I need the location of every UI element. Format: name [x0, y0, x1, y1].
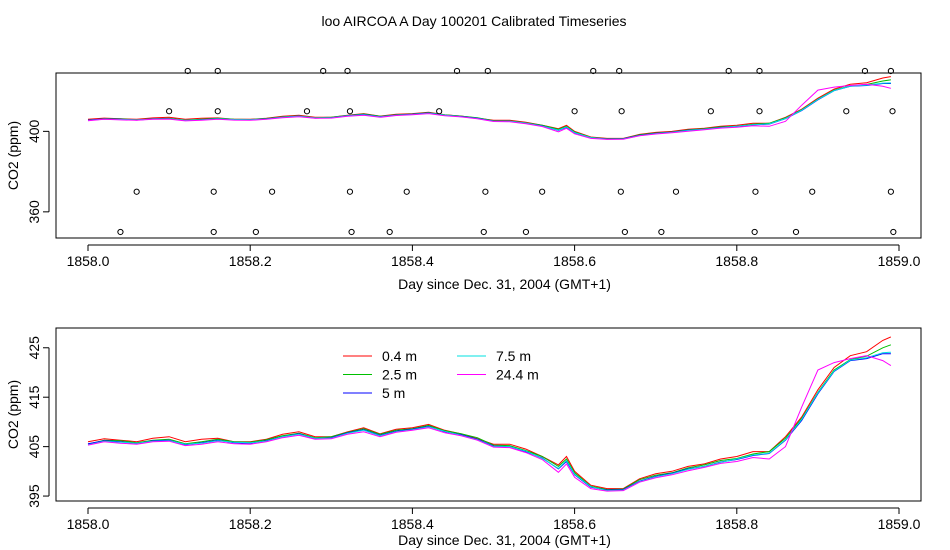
top-panel: 1858.0 1858.2 1858.4 1858.6 1858.8 1859.0 Day …	[5, 67, 922, 292]
marker-point	[843, 108, 850, 115]
x-axis-label: Day since Dec. 31, 2004 (GMT+1)	[398, 532, 611, 548]
marker-point	[252, 228, 259, 236]
marker-point	[887, 67, 894, 75]
y-tick-label: 425	[26, 336, 42, 360]
marker-point	[117, 228, 124, 236]
marker-point	[809, 188, 816, 195]
marker-point	[482, 188, 489, 195]
marker-point	[320, 67, 327, 75]
legend-label: 2.5 m	[382, 367, 417, 383]
x-tick-label: 1858.6	[553, 516, 596, 532]
marker-point	[751, 228, 758, 236]
x-tick-label: 1858.6	[553, 253, 596, 269]
x-tick-label: 1858.4	[391, 253, 434, 269]
x-tick-label: 1859.0	[878, 253, 921, 269]
marker-point	[436, 108, 443, 115]
marker-point	[184, 67, 191, 75]
marker-point	[618, 108, 625, 115]
marker-point	[133, 188, 140, 195]
marker-point	[861, 67, 869, 75]
plot-frame	[55, 72, 922, 239]
data-area	[87, 336, 892, 492]
legend-label: 7.5 m	[496, 348, 531, 364]
marker-point	[617, 188, 624, 195]
marker-point	[522, 228, 530, 236]
marker-point	[756, 108, 763, 115]
x-tick-label: 1858.2	[229, 253, 272, 269]
marker-point	[386, 228, 393, 236]
marker-point	[792, 228, 800, 236]
marker-point	[890, 228, 897, 236]
legend-label: 0.4 m	[382, 348, 417, 364]
y-tick-label: 405	[26, 435, 42, 459]
y-tick-label: 360	[26, 200, 42, 224]
marker-point	[214, 67, 221, 75]
calibration-markers	[117, 67, 897, 236]
marker-point	[889, 108, 896, 115]
marker-point	[725, 67, 732, 75]
legend-label: 24.4 m	[496, 367, 539, 383]
plot-frame	[55, 327, 922, 502]
legend-label: 5 m	[382, 385, 405, 401]
marker-point	[210, 228, 217, 236]
x-tick-label: 1858.8	[715, 253, 758, 269]
marker-point	[403, 188, 410, 195]
marker-point	[303, 108, 311, 115]
x-tick-label: 1858.8	[715, 516, 758, 532]
series-line-7-5-m	[87, 351, 891, 492]
marker-point	[571, 108, 578, 115]
y-tick-label: 395	[26, 484, 42, 508]
marker-point	[616, 67, 623, 75]
marker-point	[166, 108, 173, 115]
marker-point	[346, 188, 354, 195]
marker-point	[672, 188, 680, 195]
bottom-panel: 1858.0 1858.2 1858.4 1858.6 1858.8 1859.0 Day …	[5, 327, 922, 548]
x-tick-label: 1858.4	[391, 516, 434, 532]
marker-point	[344, 67, 351, 75]
marker-point	[453, 67, 461, 75]
marker-point	[707, 108, 714, 115]
y-axis-label: CO2 (ppm)	[5, 121, 21, 190]
series-line-2-5-m	[87, 344, 892, 491]
series-line	[87, 83, 892, 140]
y-tick-label: 415	[26, 385, 42, 409]
x-tick-label: 1858.0	[67, 516, 110, 532]
x-tick-label: 1858.2	[229, 516, 272, 532]
y-axis-label: CO2 (ppm)	[5, 380, 21, 449]
series-line-24-4-m	[87, 355, 892, 492]
x-tick-label: 1858.0	[67, 253, 110, 269]
marker-point	[590, 67, 597, 75]
marker-point	[346, 108, 354, 115]
data-area	[87, 76, 892, 140]
y-tick-label: 400	[26, 119, 42, 143]
marker-point	[480, 228, 487, 236]
marker-point	[658, 228, 665, 236]
marker-point	[484, 67, 491, 75]
marker-point	[539, 188, 546, 195]
legend: 0.4 m 2.5 m 5 m 7.5 m 24.4 m	[343, 348, 539, 401]
marker-point	[214, 108, 221, 115]
marker-point	[887, 188, 894, 195]
figure-title: loo AIRCOA A Day 100201 Calibrated Times…	[321, 13, 626, 29]
x-axis-label: Day since Dec. 31, 2004 (GMT+1)	[398, 276, 611, 292]
marker-point	[621, 228, 628, 236]
marker-point	[348, 228, 355, 236]
x-tick-label: 1859.0	[878, 516, 921, 532]
marker-point	[752, 188, 759, 195]
marker-point	[210, 188, 217, 195]
marker-point	[756, 67, 763, 75]
marker-point	[268, 188, 276, 195]
